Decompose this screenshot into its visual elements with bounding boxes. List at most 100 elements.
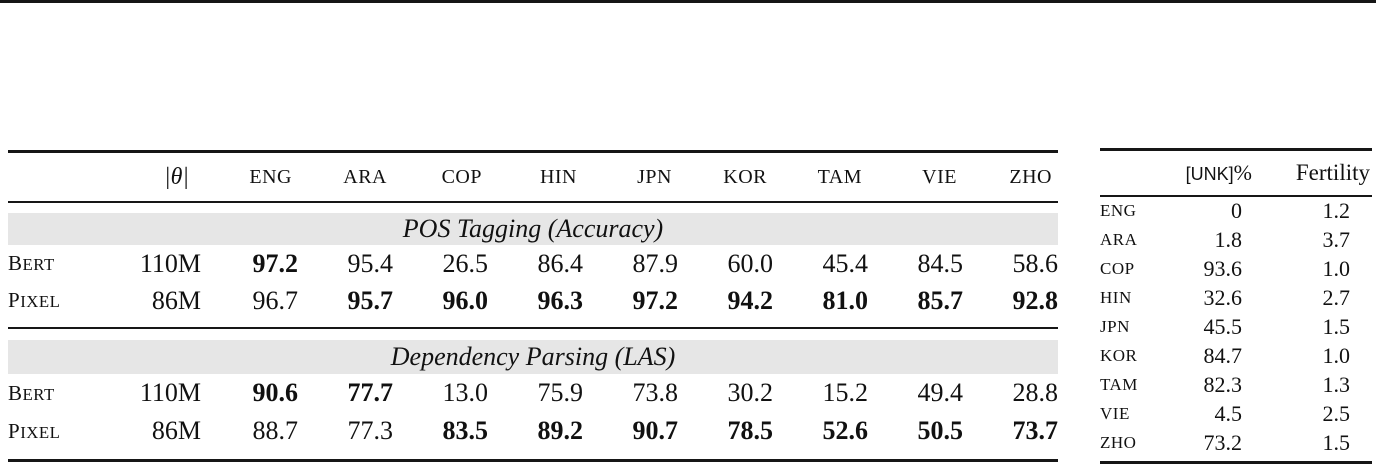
results-table: |θ| ENG ARA COP HIN JPN KOR TAM VIE ZHO POS Tagg… <box>8 150 1058 462</box>
result-row-pixel: PIXEL 86M 96.7 95.7 96.0 96.3 97.2 94.2 81.0 85.7… <box>8 282 1058 319</box>
lang-header-tam: TAM <box>817 165 862 188</box>
fertility-value-cell: 1.5 <box>1322 430 1351 455</box>
model-label: BERT <box>8 380 55 405</box>
unk-value-cell: 0 <box>1231 198 1242 223</box>
value-cell-kor: 78.5 <box>727 416 774 445</box>
unk-value-cell: 82.3 <box>1203 372 1243 397</box>
value-cell-eng: 88.7 <box>252 416 299 445</box>
value-cell-zho: 92.8 <box>1012 285 1059 315</box>
value-cell-tam: 81.0 <box>822 285 869 315</box>
value-cell-eng: 96.7 <box>252 285 299 315</box>
side-table-body: ENG 0 1.2 ARA 1.8 3.7 COP 93.6 1.0 HIN 32.6 2.7 JPN 4… <box>1100 197 1372 458</box>
value-cell-ara: 95.4 <box>347 248 394 278</box>
value-cell-hin: 96.3 <box>537 285 584 315</box>
value-cell-cop: 13.0 <box>442 378 489 407</box>
value-cell-vie: 50.5 <box>917 416 964 445</box>
section-1: POS Tagging (Accuracy) BERT 110M 97.2 95.4 26… <box>8 213 1058 327</box>
fertility-value-cell: 1.0 <box>1322 343 1351 368</box>
table-header-row: |θ| ENG ARA COP HIN JPN KOR TAM VIE ZHO <box>8 153 1058 201</box>
side-lang-label: COP <box>1100 259 1135 278</box>
side-lang-label: VIE <box>1100 404 1130 423</box>
lang-header-vie: VIE <box>922 165 957 188</box>
fertility-value-cell: 1.2 <box>1322 198 1351 223</box>
value-cell-hin: 89.2 <box>537 416 584 445</box>
side-lang-label: ENG <box>1100 201 1137 220</box>
section-2: Dependency Parsing (LAS) BERT 110M 90.6 77.7… <box>8 340 1058 459</box>
params-cell: 86M <box>151 285 201 315</box>
value-cell-kor: 60.0 <box>727 248 774 278</box>
side-table-bottom-rule <box>1100 460 1372 464</box>
table-bottom-rule <box>8 459 1058 462</box>
side-row-vie: VIE 4.5 2.5 <box>1100 400 1372 429</box>
value-cell-eng: 97.2 <box>252 248 299 278</box>
percent-sign: % <box>1233 160 1252 185</box>
fertility-value-cell: 2.7 <box>1322 285 1351 310</box>
params-cell: 86M <box>151 416 201 445</box>
value-cell-ara: 77.3 <box>347 416 394 445</box>
lang-header-cop: COP <box>441 165 482 188</box>
value-cell-zho: 28.8 <box>1012 378 1059 407</box>
table-top-rule <box>8 150 1058 153</box>
model-label: PIXEL <box>8 418 61 443</box>
value-cell-tam: 45.4 <box>822 248 869 278</box>
fertility-value-cell: 1.5 <box>1322 314 1351 339</box>
unk-token-label: [UNK] <box>1185 164 1234 184</box>
value-cell-jpn: 87.9 <box>632 248 679 278</box>
value-cell-tam: 15.2 <box>822 378 869 407</box>
fertility-value-cell: 3.7 <box>1322 227 1351 252</box>
lang-header-kor: KOR <box>723 165 767 188</box>
unk-value-cell: 73.2 <box>1203 430 1243 455</box>
unk-fertility-table: [UNK]% Fertility ENG 0 1.2 ARA 1.8 3.7 COP 93.6… <box>1100 148 1372 464</box>
theta-header: |θ| <box>164 163 189 190</box>
side-row-kor: KOR 84.7 1.0 <box>1100 342 1372 371</box>
section-title: Dependency Parsing (LAS) <box>8 340 1058 374</box>
side-lang-label: ZHO <box>1100 433 1137 452</box>
model-label: BERT <box>8 251 55 275</box>
value-cell-kor: 94.2 <box>727 285 774 315</box>
lang-header-jpn: JPN <box>637 165 672 188</box>
unk-value-cell: 93.6 <box>1203 256 1243 281</box>
side-lang-label: JPN <box>1100 317 1130 336</box>
side-header-rule <box>1100 195 1372 197</box>
fertility-value-cell: 2.5 <box>1322 401 1351 426</box>
value-cell-cop: 83.5 <box>442 416 489 445</box>
value-cell-cop: 96.0 <box>442 285 489 315</box>
table-body: POS Tagging (Accuracy) BERT 110M 97.2 95.4 26… <box>8 213 1058 459</box>
side-row-eng: ENG 0 1.2 <box>1100 197 1372 226</box>
value-cell-ara: 95.7 <box>347 285 394 315</box>
value-cell-vie: 85.7 <box>917 285 964 315</box>
value-cell-jpn: 97.2 <box>632 285 679 315</box>
value-cell-vie: 49.4 <box>917 378 964 407</box>
section-divider-rule <box>8 327 1058 329</box>
fertility-value-cell: 1.3 <box>1322 372 1351 397</box>
result-row-pixel: PIXEL 86M 88.7 77.3 83.5 89.2 90.7 78.5 52.6 50.5… <box>8 412 1058 450</box>
value-cell-ara: 77.7 <box>347 378 394 407</box>
fertility-header: Fertility <box>1295 160 1370 185</box>
section-title: POS Tagging (Accuracy) <box>8 213 1058 245</box>
value-cell-vie: 84.5 <box>917 248 964 278</box>
unk-value-cell: 84.7 <box>1203 343 1243 368</box>
lang-header-eng: ENG <box>249 165 292 188</box>
value-cell-zho: 73.7 <box>1012 416 1059 445</box>
side-table-header-row: [UNK]% Fertility <box>1100 151 1372 195</box>
side-lang-label: HIN <box>1100 288 1132 307</box>
side-lang-label: TAM <box>1100 375 1138 394</box>
value-cell-tam: 52.6 <box>822 416 869 445</box>
unk-percent-header: [UNK]% <box>1162 160 1252 186</box>
value-cell-jpn: 90.7 <box>632 416 679 445</box>
unk-value-cell: 32.6 <box>1203 285 1243 310</box>
fertility-value-cell: 1.0 <box>1322 256 1351 281</box>
side-row-zho: ZHO 73.2 1.5 <box>1100 429 1372 458</box>
side-lang-label: ARA <box>1100 230 1138 249</box>
figure-separator-line <box>0 0 1376 3</box>
value-cell-eng: 90.6 <box>252 378 299 407</box>
lang-header-ara: ARA <box>343 165 387 188</box>
side-table-top-rule <box>1100 148 1372 151</box>
value-cell-jpn: 73.8 <box>632 378 679 407</box>
unk-value-cell: 4.5 <box>1214 401 1243 426</box>
value-cell-zho: 58.6 <box>1012 248 1059 278</box>
side-lang-label: KOR <box>1100 346 1138 365</box>
lang-header-zho: ZHO <box>1009 165 1052 188</box>
side-row-hin: HIN 32.6 2.7 <box>1100 284 1372 313</box>
result-row-bert: BERT 110M 97.2 95.4 26.5 86.4 87.9 60.0 45.4 84.5… <box>8 245 1058 282</box>
